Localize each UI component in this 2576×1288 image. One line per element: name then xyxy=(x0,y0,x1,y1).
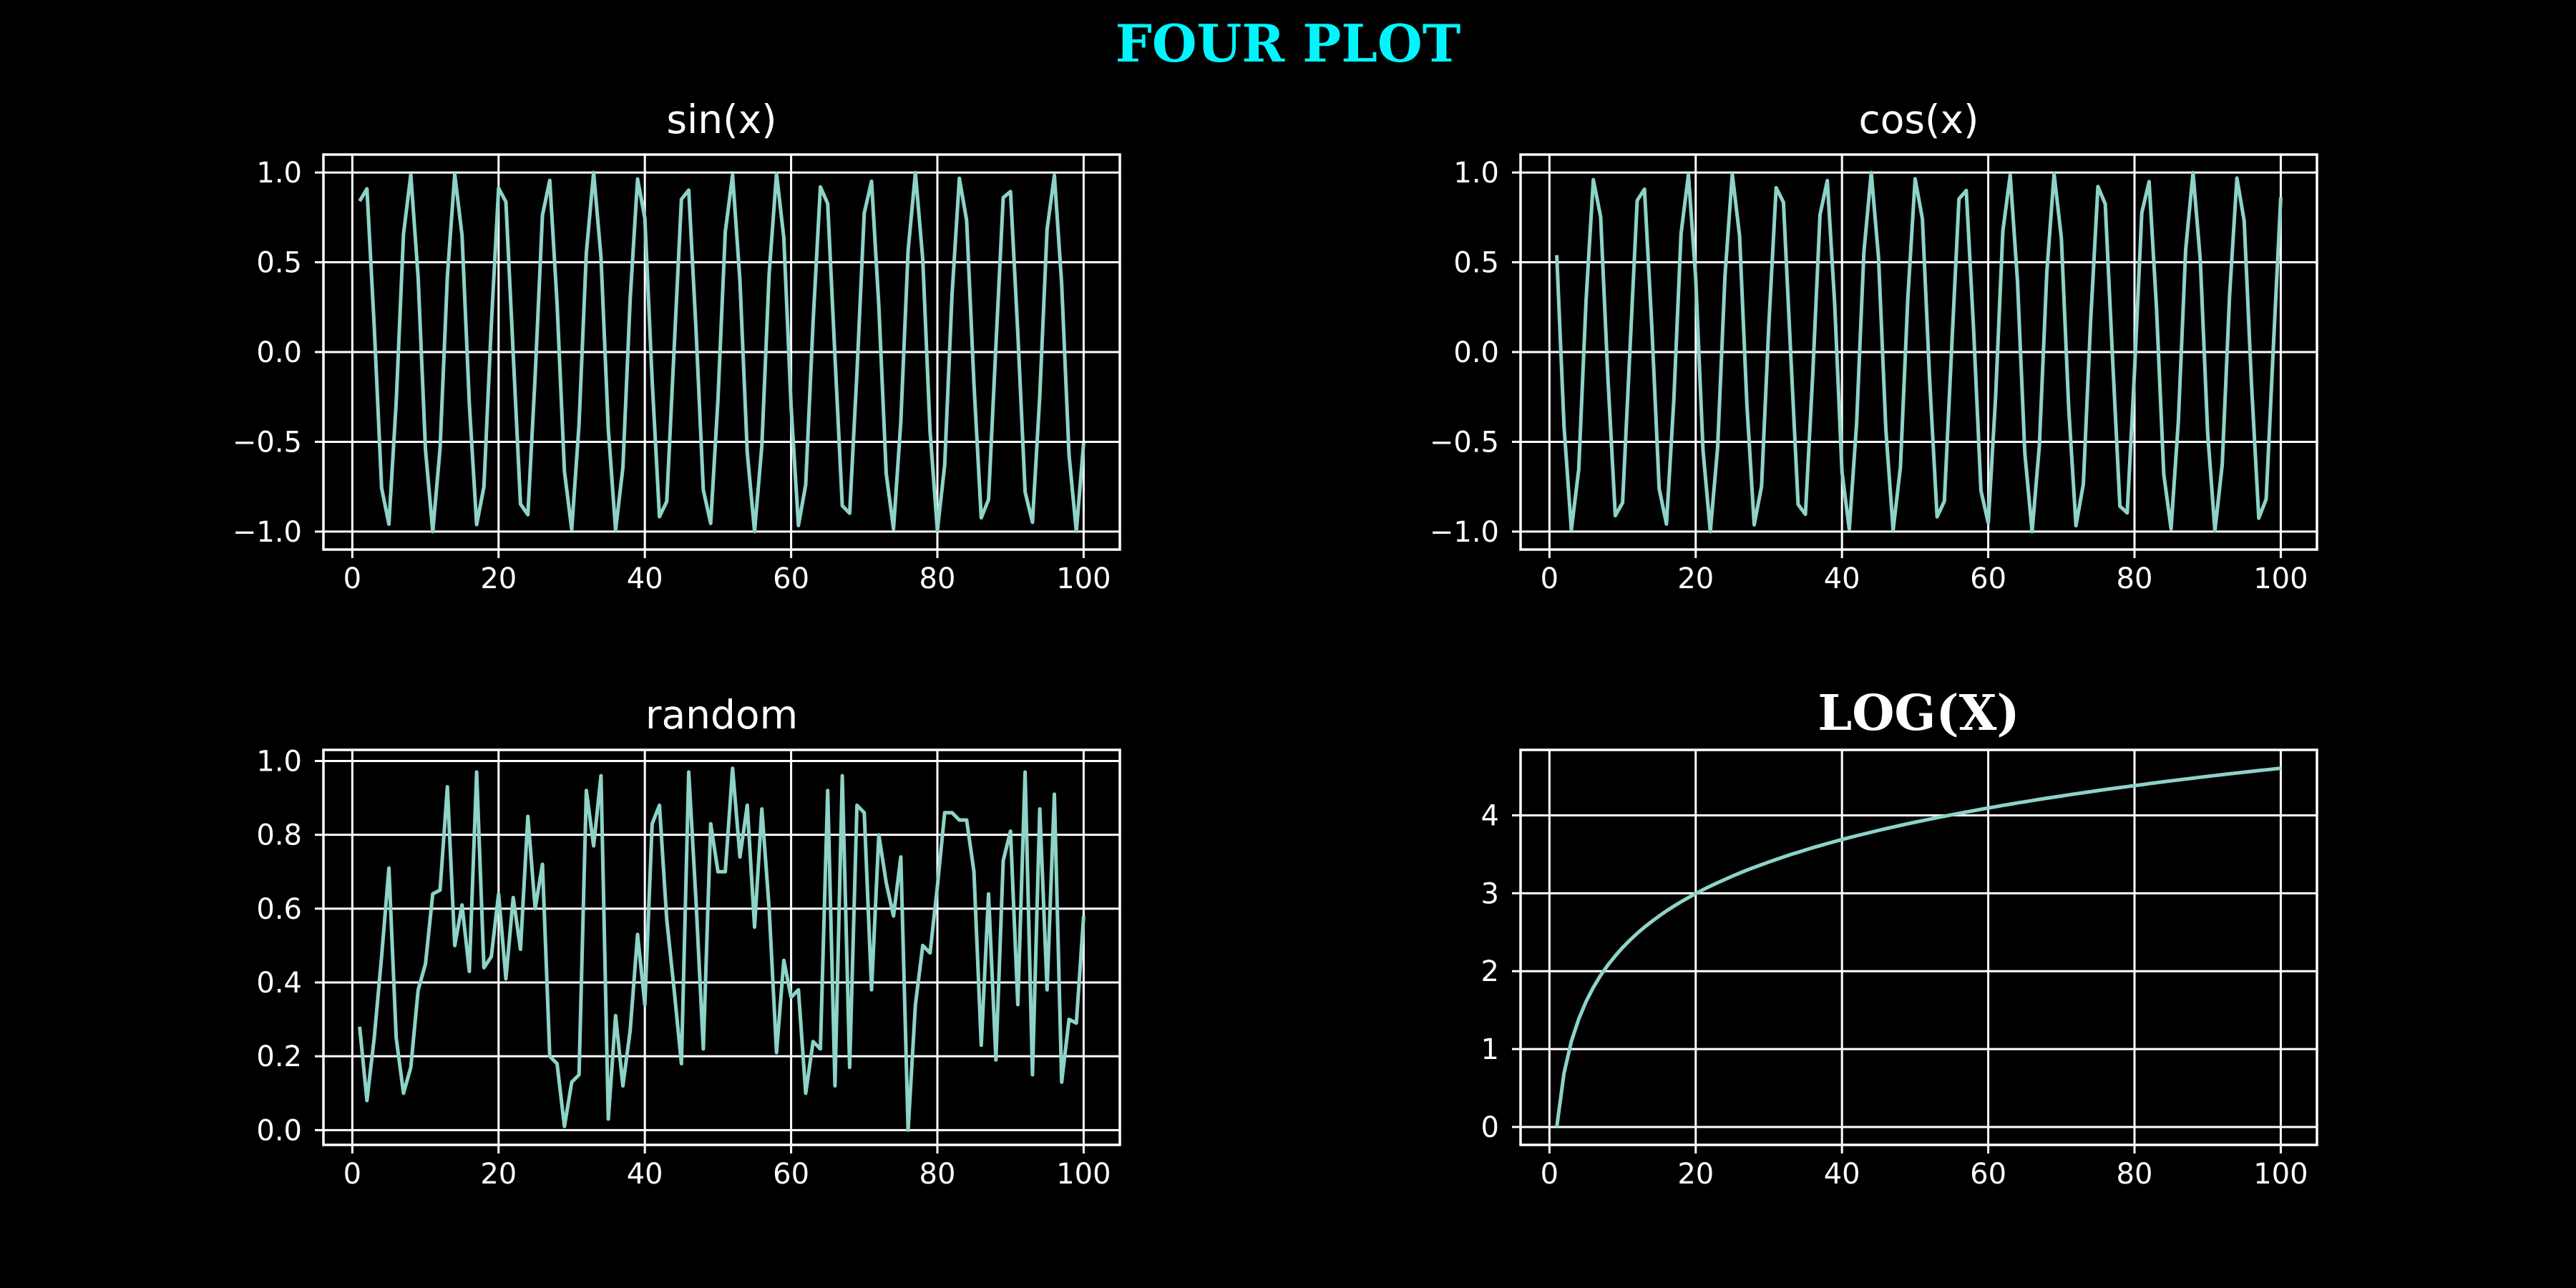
y-tick-label: 0.5 xyxy=(1453,247,1499,280)
subplot-sin: sin(x) 0 20 40 60 80 100 −1.0 −0.5 0.0 0.5 1.0 xyxy=(233,97,1121,595)
series-line-cos xyxy=(1555,170,2283,534)
y-tick-label: −1.0 xyxy=(1430,516,1499,549)
x-tick-label: 80 xyxy=(2117,1158,2153,1191)
y-tick-label: −0.5 xyxy=(1430,426,1499,459)
y-tick-label: 0.0 xyxy=(256,336,302,369)
x-tick-label: 40 xyxy=(1824,1158,1860,1191)
x-tick-label: 40 xyxy=(627,562,663,595)
subplot-title-sin: sin(x) xyxy=(666,97,776,142)
y-tick-label: 3 xyxy=(1481,877,1499,910)
y-tick-label: 0.0 xyxy=(1453,336,1499,369)
series-line-sin xyxy=(358,170,1085,534)
x-tick-label: 0 xyxy=(343,1158,361,1191)
x-tick-label: 0 xyxy=(1541,562,1558,595)
series-line-log xyxy=(1555,766,2281,1128)
y-tick-label: 0.6 xyxy=(256,893,302,926)
axes-frame-log xyxy=(1519,748,2318,1146)
subplot-random: random 0 20 40 60 80 100 0.0 0.2 0.4 0.6 0.8 1.0 xyxy=(256,692,1121,1191)
subplot-cos: cos(x) 0 20 40 60 80 100 −1.0 −0.5 0.0 0.5 1.0 xyxy=(1430,97,2318,595)
x-tick-label: 60 xyxy=(773,1158,809,1191)
series-line-random xyxy=(358,766,1085,1132)
y-tick-label: 4 xyxy=(1481,799,1499,832)
y-tick-label: 0.8 xyxy=(256,819,302,852)
x-tick-label: 40 xyxy=(627,1158,663,1191)
x-tick-label: 60 xyxy=(773,562,809,595)
x-tick-label: 80 xyxy=(919,562,956,595)
x-tick-label: 100 xyxy=(2253,562,2308,595)
y-tick-label: 0 xyxy=(1481,1111,1499,1144)
subplots: sin(x)0 20 40 60 80 100−1.0−0.50.00.51.0cos(x… xyxy=(233,97,2318,1191)
x-tick-label: 100 xyxy=(1056,562,1111,595)
y-tick-label: 1 xyxy=(1481,1033,1499,1066)
x-tick-label: 60 xyxy=(1970,562,2006,595)
y-tick-label: −1.0 xyxy=(233,516,302,549)
y-tick-label: 0.4 xyxy=(256,967,302,1000)
subplot-log: LOG(X) 0 20 40 60 80 100 0 1 2 3 4 xyxy=(1481,685,2318,1191)
x-tick-label: 100 xyxy=(2253,1158,2308,1191)
x-tick-label: 20 xyxy=(1677,1158,1714,1191)
y-tick-label: 1.0 xyxy=(1453,157,1499,190)
x-tick-label: 20 xyxy=(480,1158,517,1191)
x-tick-label: 40 xyxy=(1824,562,1860,595)
x-tick-label: 0 xyxy=(1541,1158,1558,1191)
y-tick-label: 0.0 xyxy=(256,1114,302,1147)
x-tick-label: 80 xyxy=(919,1158,956,1191)
x-tick-label: 20 xyxy=(480,562,517,595)
y-tick-label: −0.5 xyxy=(233,426,302,459)
subplot-title-random: random xyxy=(645,692,798,738)
x-tick-label: 60 xyxy=(1970,1158,2006,1191)
subplot-title-cos: cos(x) xyxy=(1858,97,1979,142)
x-tick-label: 80 xyxy=(2117,562,2153,595)
x-tick-label: 0 xyxy=(343,562,361,595)
x-tick-label: 100 xyxy=(1056,1158,1111,1191)
y-tick-label: 1.0 xyxy=(256,745,302,778)
y-tick-label: 2 xyxy=(1481,955,1499,988)
axes-frame-random xyxy=(322,748,1121,1146)
figure-title: FOUR PLOT xyxy=(1116,13,1461,74)
subplot-title-log: LOG(X) xyxy=(1818,685,2019,742)
y-tick-label: 0.2 xyxy=(256,1040,302,1073)
y-tick-label: 1.0 xyxy=(256,157,302,190)
y-tick-label: 0.5 xyxy=(256,247,302,280)
x-tick-label: 20 xyxy=(1677,562,1714,595)
